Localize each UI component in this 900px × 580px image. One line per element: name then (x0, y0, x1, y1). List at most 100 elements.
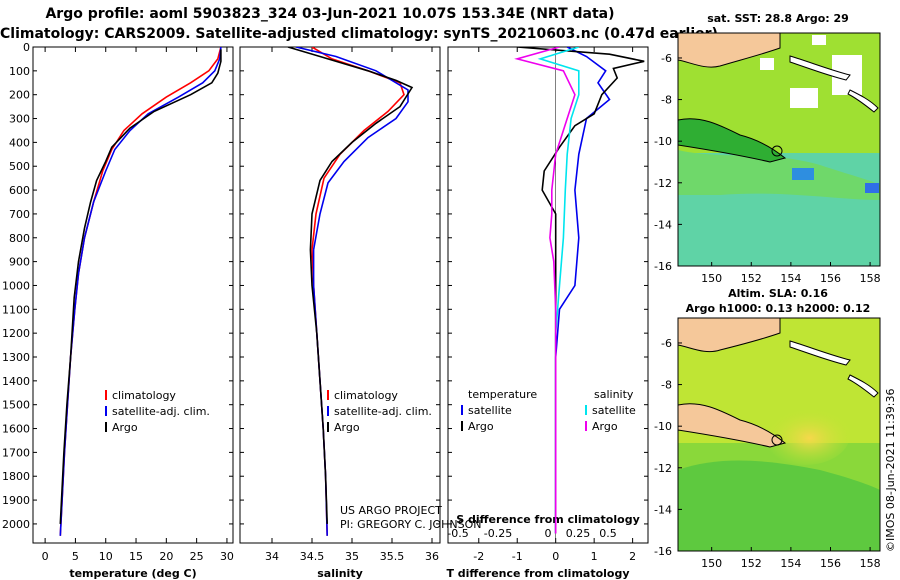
secondary-x-tick-label: 0.25 (566, 527, 591, 540)
y-tick-label: 0 (23, 41, 30, 54)
header-line2: Climatology: CARS2009. Satellite-adjuste… (0, 26, 718, 42)
y-tick-label: 1300 (2, 351, 30, 364)
y-tick-label: 2000 (2, 518, 30, 531)
map-x-tick-label: 152 (741, 272, 762, 285)
map-x-tick-label: 154 (780, 272, 801, 285)
x-tick-label: 35.5 (380, 550, 405, 563)
secondary-x-tick-label: -0.5 (447, 527, 468, 540)
y-tick-label: 1400 (2, 375, 30, 388)
legend-label: climatology (112, 389, 176, 402)
sst-map-title: sat. SST: 28.8 Argo: 29 (707, 12, 849, 25)
x-axis-label: T difference from climatology (446, 567, 629, 580)
map-x-tick-label: 158 (860, 557, 881, 570)
map-x-tick-label: 156 (820, 557, 841, 570)
differences-panel: -2 -1 0 1 2T difference from climatology -0.5… (446, 46, 649, 580)
sst-map (678, 33, 880, 266)
x-axis-label: temperature (deg C) (69, 567, 196, 580)
y-tick-label: 1600 (2, 423, 30, 436)
secondary-x-tick-label: 0 (545, 527, 552, 540)
map-y-tick-label: -16 (654, 260, 672, 273)
x-axis-label: salinity (317, 567, 363, 580)
x-tick-label: 34.5 (300, 550, 325, 563)
y-tick-label: 800 (9, 232, 30, 245)
map-y-tick-label: -16 (654, 545, 672, 558)
map-y-tick-label: -12 (654, 462, 672, 475)
legend-label: Argo (334, 421, 360, 434)
map-y-tick-label: -6 (661, 337, 672, 350)
y-tick-label: 1800 (2, 470, 30, 483)
x-tick-label: 10 (99, 550, 113, 563)
map-y-tick-label: -14 (654, 218, 672, 231)
salinity-frame (239, 46, 441, 544)
map-x-tick-label: 154 (780, 557, 801, 570)
timestamp-watermark: ©IMOS 08-Jun-2021 11:39:36 (884, 388, 897, 552)
x-tick-label: 2 (629, 550, 636, 563)
legend-label: Argo (592, 420, 618, 433)
x-tick-label: 20 (159, 550, 173, 563)
x-tick-label: 35 (345, 550, 359, 563)
map-y-tick-label: -14 (654, 503, 672, 516)
y-tick-label: 400 (9, 136, 30, 149)
secondary-x-tick-label: 0.5 (599, 527, 617, 540)
x-tick-label: 34 (265, 550, 279, 563)
y-tick-label: 1900 (2, 494, 30, 507)
x-tick-label: 36 (425, 550, 439, 563)
map-y-tick-label: -10 (654, 135, 672, 148)
legend-label: climatology (334, 389, 398, 402)
legend-label: satellite-adj. clim. (334, 405, 432, 418)
series-line-argo (287, 47, 414, 524)
map-frame (677, 317, 881, 552)
legend-label: Argo (468, 420, 494, 433)
y-tick-label: 200 (9, 89, 30, 102)
x-tick-label: 15 (129, 550, 143, 563)
map-y-tick-label: -6 (661, 52, 672, 65)
legend-label: Argo (112, 421, 138, 434)
map-y-tick-label: -8 (661, 379, 672, 392)
y-tick-label: 1500 (2, 399, 30, 412)
temperature-frame (32, 46, 234, 544)
legend-title-salinity: salinity (594, 388, 634, 401)
map-frame (677, 32, 881, 267)
x-tick-label: 30 (220, 550, 234, 563)
map-x-tick-label: 156 (820, 272, 841, 285)
y-tick-label: 1700 (2, 446, 30, 459)
secondary-x-tick-label: -0.25 (484, 527, 512, 540)
legend-label: satellite (468, 404, 512, 417)
y-tick-label: 1100 (2, 303, 30, 316)
temperature-panel: 0100200300400500600700800900100011001200… (2, 41, 234, 580)
y-tick-label: 700 (9, 208, 30, 221)
differences-frame (447, 46, 649, 544)
map-x-tick-label: 150 (701, 557, 722, 570)
x-tick-label: 25 (190, 550, 204, 563)
x-tick-label: 5 (72, 550, 79, 563)
header-line1: Argo profile: aoml 5903823_324 03-Jun-20… (45, 6, 615, 22)
credit-line1: US ARGO PROJECT (340, 504, 442, 517)
sla-map-axes: 150 152 154 156 158 -6 -8 -10 -12 -14 -16 (654, 317, 881, 570)
map-x-tick-label: 158 (860, 272, 881, 285)
sla-map (678, 318, 880, 551)
series-line-salinity-argo (514, 47, 576, 534)
credit-line2: PI: GREGORY C. JOHNSON (340, 518, 482, 531)
x-tick-label: -1 (512, 550, 523, 563)
sst-map-axes: 150 152 154 156 158 -6 -8 -10 -12 -14 -16 (654, 32, 881, 285)
y-tick-label: 1200 (2, 327, 30, 340)
map-x-tick-label: 150 (701, 272, 722, 285)
y-tick-label: 1000 (2, 279, 30, 292)
x-tick-label: 0 (552, 550, 559, 563)
y-tick-label: 300 (9, 113, 30, 126)
sla-map-title-line2: Argo h1000: 0.13 h2000: 0.12 (685, 302, 871, 315)
series-line-argo (59, 49, 222, 524)
x-tick-label: 1 (591, 550, 598, 563)
map-y-tick-label: -12 (654, 177, 672, 190)
secondary-x-axis-label: S difference from climatology (456, 513, 640, 526)
x-tick-label: -2 (473, 550, 484, 563)
legend-label: satellite-adj. clim. (112, 405, 210, 418)
map-x-tick-label: 152 (741, 557, 762, 570)
y-tick-label: 900 (9, 256, 30, 269)
salinity-panel: 34 34.5 35 35.5 36 salinity climatology satelli… (239, 46, 441, 580)
legend-title-temperature: temperature (468, 388, 537, 401)
map-y-tick-label: -8 (661, 94, 672, 107)
legend-label: satellite (592, 404, 636, 417)
